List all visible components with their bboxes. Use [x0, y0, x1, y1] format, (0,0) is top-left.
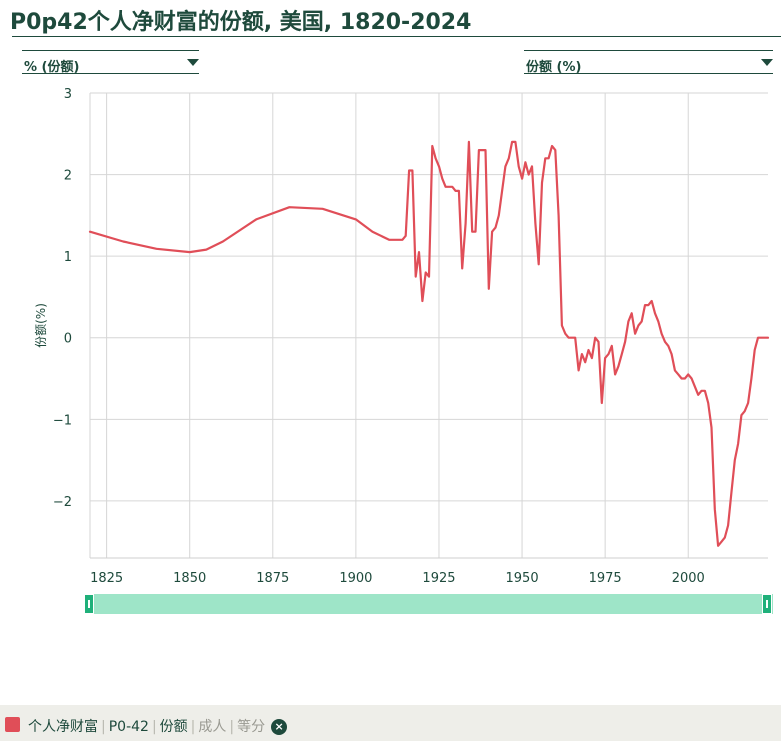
x-tick-label: 1925	[422, 571, 455, 586]
x-tick-label: 1975	[589, 571, 622, 586]
y-tick-label: 0	[64, 332, 72, 347]
chart-axes: 3 2 1 0 −1 −2 1825 1850 1875 1900 1925 1950 1975 2000	[53, 87, 705, 586]
chart-grid	[89, 92, 768, 559]
legend-separator: |	[151, 719, 157, 735]
x-tick-label: 1850	[173, 571, 206, 586]
y-tick-label: 3	[64, 87, 72, 102]
range-start-handle[interactable]	[84, 594, 94, 614]
chevron-down-icon	[187, 59, 199, 66]
y-tick-label: 1	[64, 250, 72, 265]
x-tick-label: 1825	[90, 571, 123, 586]
x-tick-label: 1950	[506, 571, 539, 586]
measure-dropdown-label: 份额 (%)	[526, 60, 582, 75]
legend-measure: 份额	[159, 719, 188, 735]
range-end-handle[interactable]	[762, 594, 772, 614]
measure-dropdown[interactable]: 份额 (%)	[524, 50, 773, 75]
time-range-slider[interactable]	[84, 594, 773, 614]
unit-dropdown[interactable]: % (份额)	[22, 50, 199, 75]
legend-code: P0-42	[108, 719, 149, 735]
series-color-swatch	[5, 717, 20, 732]
legend-series-name: 个人净财富	[28, 719, 98, 735]
legend-split: 等分	[237, 719, 266, 735]
chart-title: P0p42个人净财富的份额, 美国, 1820-2024	[10, 10, 472, 35]
y-tick-label: 2	[64, 169, 72, 184]
legend-bar: 个人净财富 | P0-42 | 份额 | 成人 | 等分 ×	[0, 705, 781, 741]
legend-separator: |	[229, 719, 235, 735]
remove-series-icon[interactable]: ×	[271, 719, 288, 735]
series-line	[88, 140, 770, 547]
unit-dropdown-label: % (份额)	[24, 60, 80, 75]
x-tick-label: 1900	[339, 571, 372, 586]
chart-series	[88, 140, 770, 547]
y-tick-label: −1	[53, 413, 72, 428]
line-chart: 3 2 1 0 −1 −2 1825 1850 1875 1900 1925 1950 1975 2000…	[34, 87, 770, 586]
title-divider	[12, 36, 781, 37]
y-tick-label: −2	[53, 495, 72, 510]
legend-population: 成人	[198, 719, 227, 735]
y-axis-label: 份额(%)	[34, 303, 48, 348]
x-tick-label: 2000	[672, 571, 705, 586]
chevron-down-icon	[761, 59, 773, 66]
legend-entry: 个人净财富 | P0-42 | 份额 | 成人 | 等分 ×	[28, 716, 288, 736]
legend-separator: |	[190, 719, 196, 735]
x-tick-label: 1875	[256, 571, 289, 586]
legend-separator: |	[101, 719, 106, 735]
